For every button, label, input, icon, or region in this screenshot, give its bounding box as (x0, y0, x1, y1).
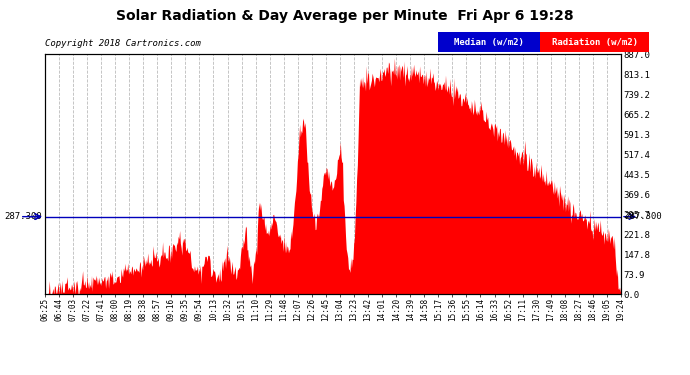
Text: 287.300: 287.300 (4, 212, 42, 221)
Text: 287.300: 287.300 (624, 212, 662, 221)
Text: Radiation (w/m2): Radiation (w/m2) (552, 38, 638, 46)
Text: Median (w/m2): Median (w/m2) (454, 38, 524, 46)
Text: Solar Radiation & Day Average per Minute  Fri Apr 6 19:28: Solar Radiation & Day Average per Minute… (116, 9, 574, 23)
Text: Copyright 2018 Cartronics.com: Copyright 2018 Cartronics.com (45, 39, 201, 48)
